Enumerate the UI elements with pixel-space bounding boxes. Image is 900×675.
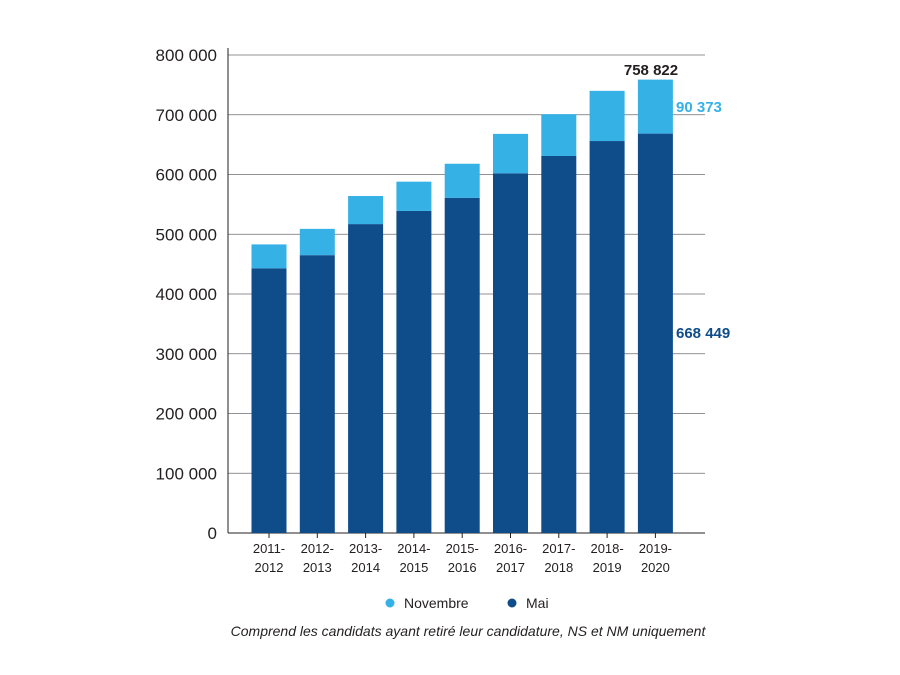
novembre-label-2019-2020: 90 373 bbox=[676, 99, 722, 116]
bar-novembre bbox=[396, 181, 432, 211]
bar-novembre bbox=[444, 163, 480, 198]
bar-mai bbox=[493, 173, 528, 533]
bar-novembre bbox=[589, 90, 625, 142]
x-tick-label: 2015-2016 bbox=[446, 541, 479, 575]
x-tick-label: 2016-2017 bbox=[494, 541, 527, 575]
x-tick-label: 2018-2019 bbox=[590, 541, 623, 575]
y-tick-label: 400 000 bbox=[156, 285, 217, 304]
legend-label-mai: Mai bbox=[526, 595, 549, 611]
bar-mai bbox=[348, 224, 384, 533]
bar-novembre bbox=[251, 244, 287, 269]
bar-mai bbox=[299, 255, 335, 533]
y-tick-label: 500 000 bbox=[156, 225, 217, 244]
bar-novembre bbox=[541, 114, 577, 156]
y-tick-label: 100 000 bbox=[156, 464, 217, 483]
x-tick-label: 2013-2014 bbox=[349, 541, 382, 575]
legend-label-novembre: Novembre bbox=[404, 595, 469, 611]
bar-novembre bbox=[348, 196, 384, 225]
footnote: Comprend les candidats ayant retiré leur… bbox=[231, 623, 707, 639]
bar-mai bbox=[589, 141, 625, 534]
y-tick-label: 300 000 bbox=[156, 345, 217, 364]
legend-marker-novembre bbox=[385, 598, 395, 608]
total-label-2019-2020: 758 822 bbox=[624, 62, 678, 79]
x-tick-label: 2019-2020 bbox=[639, 541, 672, 575]
y-tick-label: 700 000 bbox=[156, 106, 217, 125]
bar-mai bbox=[444, 197, 480, 534]
bar-novembre bbox=[493, 133, 528, 174]
bar-mai bbox=[396, 210, 432, 533]
bars bbox=[251, 79, 673, 534]
x-tick-label: 2014-2015 bbox=[397, 541, 430, 575]
bar-mai bbox=[251, 268, 287, 533]
bar-mai bbox=[541, 155, 577, 534]
y-tick-label: 0 bbox=[208, 524, 217, 543]
bar-novembre bbox=[637, 79, 673, 134]
y-tick-label: 200 000 bbox=[156, 405, 217, 424]
y-tick-label: 800 000 bbox=[156, 46, 217, 65]
x-tick-label: 2012-2013 bbox=[301, 541, 334, 575]
legend-marker-mai bbox=[507, 598, 517, 608]
y-tick-label: 600 000 bbox=[156, 166, 217, 185]
bar-novembre bbox=[299, 228, 335, 256]
legend: Novembre Mai bbox=[385, 595, 549, 611]
x-axis: 2011-2012 2012-2013 2013-2014 2014-2015 2015… bbox=[253, 533, 672, 575]
x-tick-label: 2011-2012 bbox=[253, 541, 285, 575]
bar-mai bbox=[637, 133, 673, 533]
mai-label-2019-2020: 668 449 bbox=[676, 325, 730, 342]
x-tick-label: 2017-2018 bbox=[542, 541, 575, 575]
